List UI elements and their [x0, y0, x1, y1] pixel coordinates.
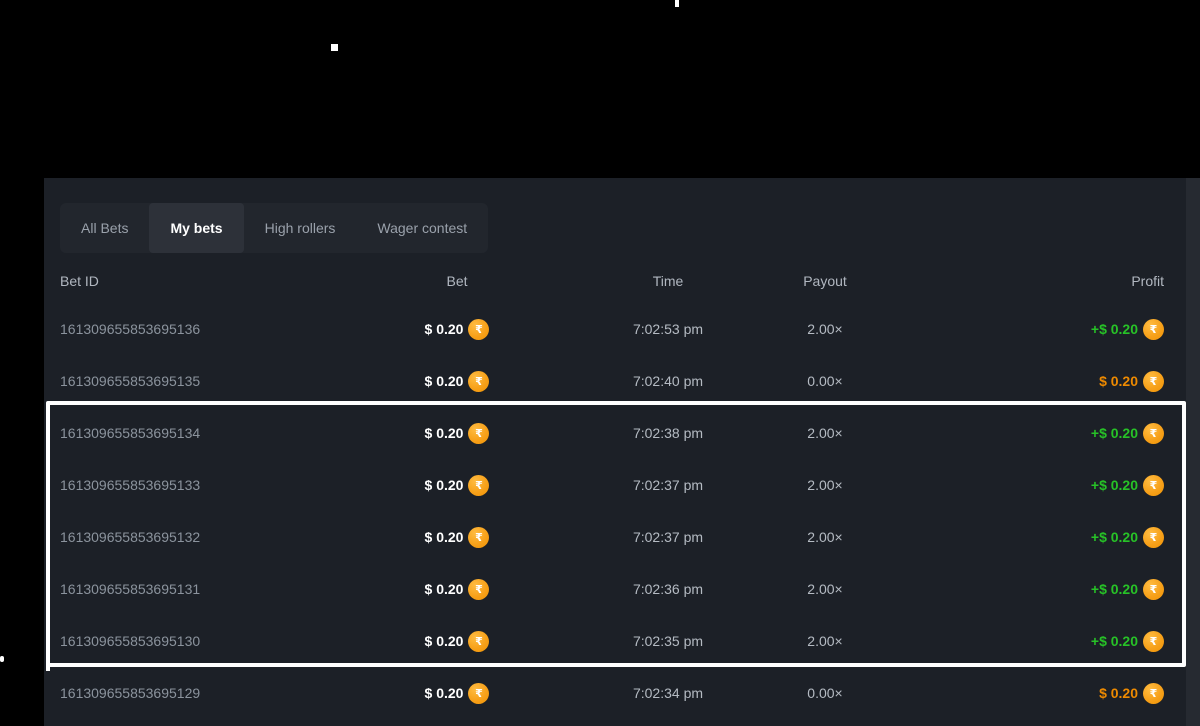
bet-id-link[interactable]: 161309655853695129 [60, 685, 201, 701]
cursor-artifact [675, 0, 679, 7]
table-row[interactable]: 161309655853695134 $ 0.20 ₹ 7:02:38 pm 2… [60, 407, 1164, 459]
bet-time-cell: 7:02:38 pm [632, 425, 704, 441]
inr-coin-icon: ₹ [468, 370, 490, 392]
profit-cell: +$ 0.20 ₹ [874, 578, 1164, 600]
inr-coin-icon: ₹ [1143, 682, 1164, 704]
payout-multiplier-cell: 0.00× [807, 373, 843, 389]
payout-multiplier-cell: 2.00× [807, 529, 843, 545]
bet-id-link[interactable]: 161309655853695136 [60, 321, 201, 337]
table-row[interactable]: 161309655853695135 $ 0.20 ₹ 7:02:40 pm 0… [60, 355, 1164, 407]
bet-time-cell: 7:02:37 pm [632, 477, 704, 493]
table-row[interactable]: 161309655853695136 $ 0.20 ₹ 7:02:53 pm 2… [60, 303, 1164, 355]
inr-coin-icon: ₹ [1143, 474, 1164, 496]
bet-id-link[interactable]: 161309655853695134 [60, 425, 201, 441]
tab-my-bets[interactable]: My bets [149, 203, 244, 253]
inr-coin-icon: ₹ [468, 630, 490, 652]
payout-multiplier-cell: 2.00× [807, 321, 843, 337]
profit-cell: +$ 0.20 ₹ [874, 474, 1164, 496]
inr-coin-icon: ₹ [468, 526, 490, 548]
header-time: Time [652, 272, 684, 289]
profit-cell: $ 0.20 ₹ [874, 682, 1164, 704]
inr-coin-icon: ₹ [1143, 526, 1164, 548]
inr-coin-icon: ₹ [468, 578, 490, 600]
bet-amount-cell: $ 0.20 ₹ [354, 578, 560, 600]
bet-id-link[interactable]: 161309655853695133 [60, 477, 201, 493]
payout-multiplier-cell: 2.00× [807, 477, 843, 493]
bet-amount-cell: $ 0.20 ₹ [354, 318, 560, 340]
bet-amount-cell: $ 0.20 ₹ [354, 422, 560, 444]
table-body: 161309655853695136 $ 0.20 ₹ 7:02:53 pm 2… [60, 303, 1164, 719]
profit-cell: +$ 0.20 ₹ [874, 630, 1164, 652]
table-row[interactable]: 161309655853695133 $ 0.20 ₹ 7:02:37 pm 2… [60, 459, 1164, 511]
bet-id-link[interactable]: 161309655853695135 [60, 373, 201, 389]
bets-panel: All Bets My bets High rollers Wager cont… [44, 178, 1186, 726]
table-header-row: Bet ID Bet Time Payout Profit [60, 258, 1164, 303]
bet-time-cell: 7:02:40 pm [632, 373, 704, 389]
bet-amount-cell: $ 0.20 ₹ [354, 474, 560, 496]
table-row[interactable]: 161309655853695132 $ 0.20 ₹ 7:02:37 pm 2… [60, 511, 1164, 563]
header-bet-id: Bet ID [60, 272, 99, 289]
inr-coin-icon: ₹ [1143, 578, 1164, 600]
payout-multiplier-cell: 2.00× [807, 633, 843, 649]
bets-tab-strip: All Bets My bets High rollers Wager cont… [60, 203, 489, 253]
payout-multiplier-cell: 0.00× [807, 685, 843, 701]
bet-time-cell: 7:02:35 pm [632, 633, 704, 649]
header-bet: Bet [446, 272, 468, 289]
inr-coin-icon: ₹ [468, 474, 490, 496]
bet-id-link[interactable]: 161309655853695130 [60, 633, 201, 649]
selection-highlight-artifact [46, 665, 50, 671]
cursor-artifact [331, 44, 338, 51]
bet-amount-cell: $ 0.20 ₹ [354, 682, 560, 704]
inr-coin-icon: ₹ [1143, 370, 1164, 392]
bet-amount-cell: $ 0.20 ₹ [354, 526, 560, 548]
tab-high-rollers[interactable]: High rollers [264, 220, 336, 236]
inr-coin-icon: ₹ [1143, 318, 1164, 340]
payout-multiplier-cell: 2.00× [807, 425, 843, 441]
cursor-artifact [0, 656, 4, 662]
bet-id-link[interactable]: 161309655853695131 [60, 581, 201, 597]
inr-coin-icon: ₹ [468, 318, 490, 340]
table-row[interactable]: 161309655853695130 $ 0.20 ₹ 7:02:35 pm 2… [60, 615, 1164, 667]
header-profit: Profit [1131, 272, 1164, 289]
inr-coin-icon: ₹ [468, 422, 490, 444]
bet-amount-cell: $ 0.20 ₹ [354, 630, 560, 652]
payout-multiplier-cell: 2.00× [807, 581, 843, 597]
profit-cell: $ 0.20 ₹ [874, 370, 1164, 392]
profit-cell: +$ 0.20 ₹ [874, 422, 1164, 444]
inr-coin-icon: ₹ [1143, 630, 1164, 652]
bet-time-cell: 7:02:37 pm [632, 529, 704, 545]
inr-coin-icon: ₹ [468, 682, 490, 704]
table-row[interactable]: 161309655853695129 $ 0.20 ₹ 7:02:34 pm 0… [60, 667, 1164, 719]
profit-cell: +$ 0.20 ₹ [874, 318, 1164, 340]
bet-time-cell: 7:02:34 pm [632, 685, 704, 701]
tab-all-bets[interactable]: All Bets [81, 220, 129, 236]
bet-time-cell: 7:02:36 pm [632, 581, 704, 597]
header-payout: Payout [803, 272, 847, 289]
inr-coin-icon: ₹ [1143, 422, 1164, 444]
tab-wager-contest[interactable]: Wager contest [377, 220, 468, 236]
bet-amount-cell: $ 0.20 ₹ [354, 370, 560, 392]
bet-time-cell: 7:02:53 pm [632, 321, 704, 337]
table-row[interactable]: 161309655853695131 $ 0.20 ₹ 7:02:36 pm 2… [60, 563, 1164, 615]
profit-cell: +$ 0.20 ₹ [874, 526, 1164, 548]
panel-right-gutter [1186, 178, 1200, 726]
bet-id-link[interactable]: 161309655853695132 [60, 529, 201, 545]
